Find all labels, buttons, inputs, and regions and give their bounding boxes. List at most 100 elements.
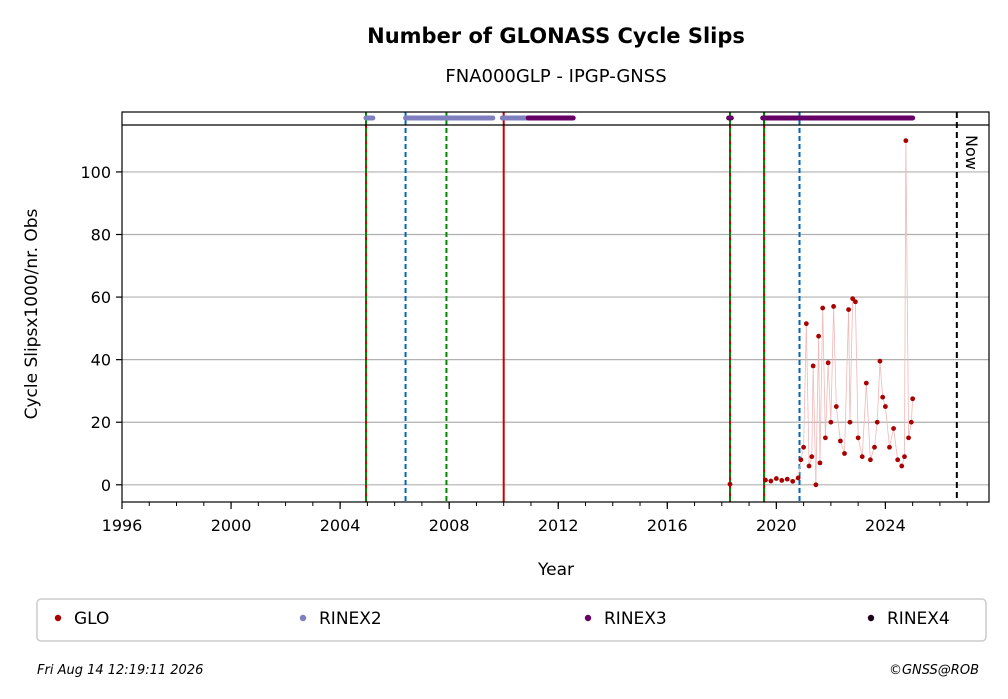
glo-point-26 xyxy=(847,419,853,425)
chart-title: Number of GLONASS Cycle Slips xyxy=(367,24,745,48)
legend: GLO RINEX2 RINEX3 RINEX4 xyxy=(54,609,950,629)
legend-box xyxy=(36,598,987,642)
glo-connector-34 xyxy=(874,422,878,448)
glo-point-6 xyxy=(790,478,796,484)
glo-point-18 xyxy=(823,435,828,441)
x-tick-label-4: 2012 xyxy=(538,516,579,535)
glo-point-4 xyxy=(779,478,785,483)
glo-connector-30 xyxy=(857,437,863,457)
y-axis-label: Cycle Slipsx1000/nr. Obs xyxy=(22,208,42,419)
glo-point-22 xyxy=(833,404,839,409)
glo-connector-23 xyxy=(835,406,841,442)
glo-point-42 xyxy=(902,454,907,460)
y-axis-ticks: 0 20 40 60 80 100 xyxy=(80,163,122,495)
glo-point-7 xyxy=(795,475,801,481)
glo-connector-22 xyxy=(833,306,837,407)
x-tick-label-5: 2016 xyxy=(647,516,688,535)
chart-subtitle: FNA000GLP - IPGP-GNSS xyxy=(445,66,666,87)
glo-point-34 xyxy=(874,419,880,425)
glo-connector-27 xyxy=(849,298,854,423)
glo-connector-43 xyxy=(904,140,907,457)
footer-credit: ©GNSS@ROB xyxy=(889,663,979,678)
glo-point-35 xyxy=(877,358,883,364)
glo-point-12 xyxy=(809,454,815,460)
glo-connector-15 xyxy=(815,336,819,485)
glo-connector-10 xyxy=(803,323,807,448)
legend-label-rinex3: RINEX3 xyxy=(604,609,667,629)
glo-connector-46 xyxy=(910,398,914,423)
legend-marker-rinex4 xyxy=(867,614,875,622)
glo-connector-13 xyxy=(811,365,814,457)
x-tick-label-6: 2020 xyxy=(756,516,797,535)
now-label: Now xyxy=(962,135,981,170)
footer-timestamp: Fri Aug 14 12:19:11 2026 xyxy=(37,663,203,678)
glo-connector-35 xyxy=(876,361,881,423)
glo-connector-39 xyxy=(889,428,894,448)
glo-point-46 xyxy=(910,396,916,402)
x-tick-label-3: 2008 xyxy=(429,516,470,535)
glo-point-14 xyxy=(813,482,819,488)
glo-point-0 xyxy=(727,481,733,487)
y-tick-label-5: 100 xyxy=(80,163,111,182)
x-axis-label: Year xyxy=(537,560,574,580)
x-tick-label-2: 2004 xyxy=(320,516,361,535)
glo-connector-32 xyxy=(865,383,871,460)
glo-connector-20 xyxy=(827,362,832,423)
glo-connector-29 xyxy=(855,301,859,438)
legend-label-rinex2: RINEX2 xyxy=(319,609,382,629)
legend-marker-rinex3 xyxy=(584,614,592,622)
glo-point-21 xyxy=(831,304,836,309)
glo-connector-16 xyxy=(818,336,821,463)
glo-connector-17 xyxy=(819,308,824,463)
glo-point-29 xyxy=(855,435,861,441)
glo-point-5 xyxy=(784,476,790,482)
glo-point-27 xyxy=(850,296,856,302)
glo-point-32 xyxy=(868,457,873,463)
glo-point-24 xyxy=(842,451,847,456)
x-tick-label-0: 1996 xyxy=(102,516,143,535)
glo-point-33 xyxy=(872,444,877,450)
plot-frame xyxy=(121,111,990,503)
glo-point-37 xyxy=(882,404,888,409)
glo-point-36 xyxy=(880,394,886,400)
glo-connector-8 xyxy=(797,459,802,478)
x-tick-label-1: 2000 xyxy=(211,516,252,535)
glo-connector-36 xyxy=(879,361,884,398)
glo-point-17 xyxy=(820,305,826,311)
glo-point-39 xyxy=(891,426,896,431)
glo-point-13 xyxy=(810,363,816,369)
x-axis-ticks: 1996 2000 2004 2008 2012 2016 2020 2024 xyxy=(102,502,968,535)
glo-connector-44 xyxy=(905,140,909,438)
y-tick-label-4: 80 xyxy=(91,226,111,245)
legend-marker-glo xyxy=(54,614,62,622)
glo-point-31 xyxy=(863,380,869,386)
glo-series xyxy=(727,138,916,488)
glo-point-45 xyxy=(908,419,914,425)
glo-point-40 xyxy=(895,457,901,463)
now-marker: Now xyxy=(955,112,981,502)
glo-point-10 xyxy=(803,321,809,327)
vertical-event-lines xyxy=(365,112,801,502)
glo-connector-14 xyxy=(812,365,817,485)
y-tick-label-3: 60 xyxy=(91,288,111,307)
glo-point-20 xyxy=(828,419,834,425)
glo-point-43 xyxy=(903,138,909,144)
glo-point-23 xyxy=(838,438,843,444)
glo-connector-45 xyxy=(908,422,912,438)
glo-point-2 xyxy=(768,478,774,484)
glo-connector-25 xyxy=(844,309,849,454)
glo-connector-19 xyxy=(825,362,829,438)
glo-point-16 xyxy=(817,460,823,466)
glo-point-41 xyxy=(899,463,905,469)
glo-point-38 xyxy=(887,444,892,450)
glo-connector-38 xyxy=(884,406,890,448)
y-tick-label-2: 40 xyxy=(91,351,111,370)
glo-point-9 xyxy=(801,444,807,450)
glo-point-15 xyxy=(816,333,821,339)
glo-point-1 xyxy=(763,477,768,483)
glo-point-19 xyxy=(825,360,831,366)
glo-connector-18 xyxy=(822,308,826,438)
glo-point-3 xyxy=(773,476,779,481)
glo-connector-31 xyxy=(861,383,867,457)
